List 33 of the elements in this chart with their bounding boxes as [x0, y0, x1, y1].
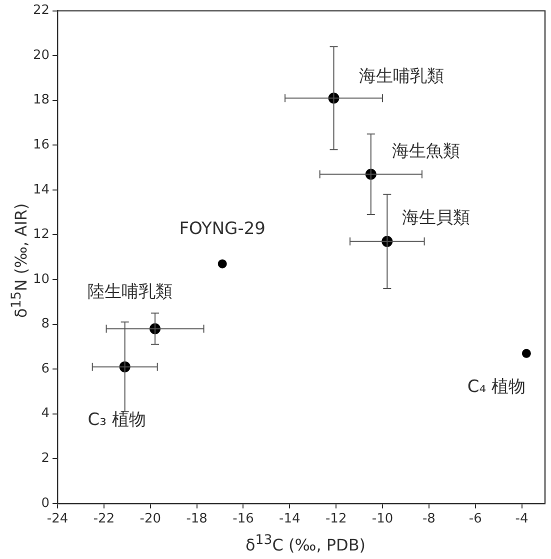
point	[522, 348, 531, 358]
x-axis-title: δ$^{13}$C (‰, PDB)	[244, 533, 367, 554]
x-tick-label: -8	[422, 512, 436, 527]
y-tick-label: 16	[32, 138, 50, 153]
series-label: C₄ 植物	[467, 376, 526, 397]
x-tick-label: -22	[93, 512, 115, 527]
y-tick-label: 22	[32, 3, 50, 18]
x-tick-label: -18	[186, 512, 208, 527]
series-label: FOYNG-29	[179, 219, 266, 240]
x-tick-label: -14	[279, 512, 300, 527]
series-label: 海生魚類	[392, 142, 460, 162]
point	[218, 259, 227, 268]
series-label: 海生哺乳類	[358, 66, 444, 87]
series-label: 海生貝類	[402, 208, 470, 228]
text: C₃ 植物	[88, 410, 146, 430]
series-label: 陸生哺乳類	[88, 282, 173, 302]
y-tick-label: 4	[41, 406, 50, 422]
x-tick-label: -20	[140, 512, 162, 527]
y-tick-label: 12	[32, 227, 50, 242]
x-tick-label: -12	[325, 512, 347, 527]
x-tick-label: -10	[372, 512, 394, 527]
y-tick-label: 20	[32, 48, 50, 63]
x-tick-label: -24	[46, 512, 68, 527]
x-tick-label: -4	[515, 512, 528, 527]
y-tick-label: 14	[32, 182, 50, 198]
y-tick-label: 2	[41, 450, 50, 466]
y-tick-label: 8	[41, 316, 50, 332]
y-tick-label: 18	[32, 92, 50, 108]
x-tick-label: -6	[468, 512, 482, 527]
y-tick-label: 0	[41, 496, 50, 511]
x-tick-label: -16	[232, 512, 254, 527]
y-tick-label: 10	[32, 272, 50, 287]
y-tick-label: 6	[41, 361, 50, 376]
